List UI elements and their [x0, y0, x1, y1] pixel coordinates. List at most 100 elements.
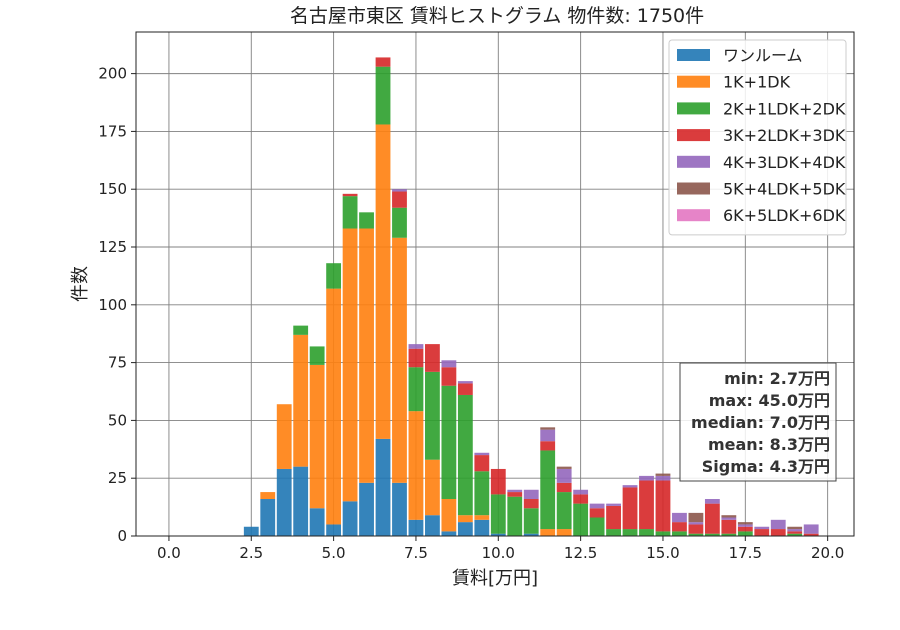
x-tick-label: 12.5 — [564, 544, 597, 562]
bar-segment-series-3 — [803, 533, 819, 536]
legend-swatch — [677, 155, 710, 168]
bar-segment-series-3 — [655, 480, 671, 532]
bar-segment-series-5 — [540, 427, 556, 430]
bar-segment-series-3 — [622, 487, 638, 530]
bar-segment-series-0 — [260, 499, 276, 536]
bar-segment-series-4 — [803, 524, 819, 534]
x-tick-label: 0.0 — [157, 544, 181, 562]
bar-segment-series-1 — [276, 404, 292, 469]
bar-segment-series-2 — [392, 207, 407, 238]
bar-segment-series-3 — [441, 367, 457, 386]
bar-segment-series-3 — [704, 503, 720, 534]
bar-segment-series-3 — [721, 519, 737, 534]
bar-segment-series-2 — [688, 533, 704, 536]
bar-segment-series-1 — [309, 364, 325, 509]
bar-segment-series-4 — [639, 475, 654, 481]
x-tick-label: 20.0 — [811, 544, 844, 562]
bar-segment-series-3 — [392, 191, 407, 208]
bar-segment-series-0 — [309, 508, 325, 536]
bar-segment-series-3 — [523, 499, 539, 509]
bar-segment-series-3 — [375, 57, 391, 67]
y-tick-label: 50 — [108, 411, 127, 429]
stats-line: min: 2.7万円 — [724, 369, 830, 388]
bar-segment-series-0 — [243, 526, 259, 536]
bar-segment-series-4 — [622, 485, 638, 488]
x-tick-label: 5.0 — [322, 544, 346, 562]
bar-segment-series-4 — [787, 529, 803, 532]
bar-segment-series-1 — [556, 529, 572, 536]
bar-segment-series-1 — [392, 237, 407, 483]
legend-label: 2K+1LDK+2DK — [723, 99, 846, 118]
bar-segment-series-2 — [342, 196, 358, 229]
legend-label: 4K+3LDK+4DK — [723, 153, 846, 172]
bar-segment-series-1 — [342, 228, 358, 502]
bar-segment-series-3 — [490, 468, 506, 495]
bar-segment-series-2 — [457, 394, 473, 516]
bar-segment-series-2 — [556, 492, 572, 530]
bar-segment-series-2 — [490, 494, 506, 534]
bar-segment-series-3 — [556, 482, 572, 493]
bar-segment-series-4 — [672, 512, 687, 523]
legend-swatch — [677, 182, 710, 195]
bar-segment-series-2 — [573, 503, 589, 536]
bar-segment-series-0 — [457, 522, 473, 536]
bar-segment-series-3 — [672, 522, 687, 532]
stats-line: max: 45.0万円 — [709, 391, 830, 410]
legend-label: 5K+4LDK+5DK — [723, 180, 846, 199]
x-tick-label: 17.5 — [729, 544, 762, 562]
bar-segment-series-4 — [408, 344, 424, 349]
bar-segment-series-4 — [523, 489, 539, 500]
y-tick-label: 25 — [108, 469, 127, 487]
y-tick-label: 200 — [98, 65, 127, 83]
legend-frame — [668, 39, 847, 236]
bar-segment-series-2 — [425, 371, 440, 460]
bar-segment-series-2 — [408, 367, 424, 412]
bar-segment-series-4 — [392, 189, 407, 192]
bar-segment-series-2 — [655, 531, 671, 536]
bar-segment-series-0 — [474, 519, 490, 536]
bar-segment-series-2 — [441, 385, 457, 500]
legend-swatch — [677, 129, 710, 142]
bar-segment-series-3 — [507, 492, 523, 497]
bar-segment-series-3 — [342, 193, 358, 197]
bar-segment-series-2 — [721, 533, 737, 536]
legend-swatch — [677, 102, 710, 115]
bar-segment-series-5 — [787, 526, 803, 530]
bar-segment-series-4 — [556, 468, 572, 483]
bar-segment-series-1 — [457, 515, 473, 523]
bar-segment-series-2 — [639, 529, 654, 536]
legend-label: 6K+5LDK+6DK — [723, 206, 846, 225]
bar-segment-series-0 — [342, 501, 358, 536]
bar-segment-series-1 — [474, 515, 490, 520]
x-axis-label: 賃料[万円] — [452, 568, 538, 589]
bar-segment-series-3 — [639, 480, 654, 530]
legend-swatch — [677, 209, 710, 222]
stats-box: min: 2.7万円 max: 45.0万円 median: 7.0万円 mean: … — [679, 362, 837, 482]
bar-segment-series-2 — [293, 325, 309, 335]
bar-segment-series-5 — [737, 522, 753, 525]
bar-segment-series-1 — [293, 334, 309, 467]
bar-segment-series-4 — [573, 489, 589, 495]
bar-segment-series-3 — [606, 505, 621, 530]
bar-segment-series-1 — [375, 124, 391, 439]
bar-segment-series-2 — [507, 496, 523, 536]
y-tick-label: 75 — [108, 354, 127, 372]
bar-segment-series-0 — [490, 533, 506, 536]
y-axis-label: 件数 — [70, 266, 91, 302]
stats-line: Sigma: 4.3万円 — [702, 457, 830, 476]
bar-segment-series-0 — [375, 438, 391, 536]
y-tick-label: 150 — [98, 180, 127, 198]
bar-segment-series-4 — [688, 522, 704, 525]
bar-segment-series-3 — [688, 524, 704, 534]
plot-frame — [135, 31, 855, 537]
bar-segment-series-1 — [425, 459, 440, 516]
legend-label: ワンルーム — [723, 46, 803, 65]
y-tick-label: 125 — [98, 238, 127, 256]
bar-segment-series-3 — [737, 526, 753, 532]
bar-segment-series-3 — [770, 529, 786, 536]
y-tick-label: 175 — [98, 122, 127, 140]
bar-segment-series-1 — [540, 529, 556, 536]
bar-segment-series-0 — [359, 482, 374, 536]
bar-segment-series-3 — [573, 494, 589, 504]
